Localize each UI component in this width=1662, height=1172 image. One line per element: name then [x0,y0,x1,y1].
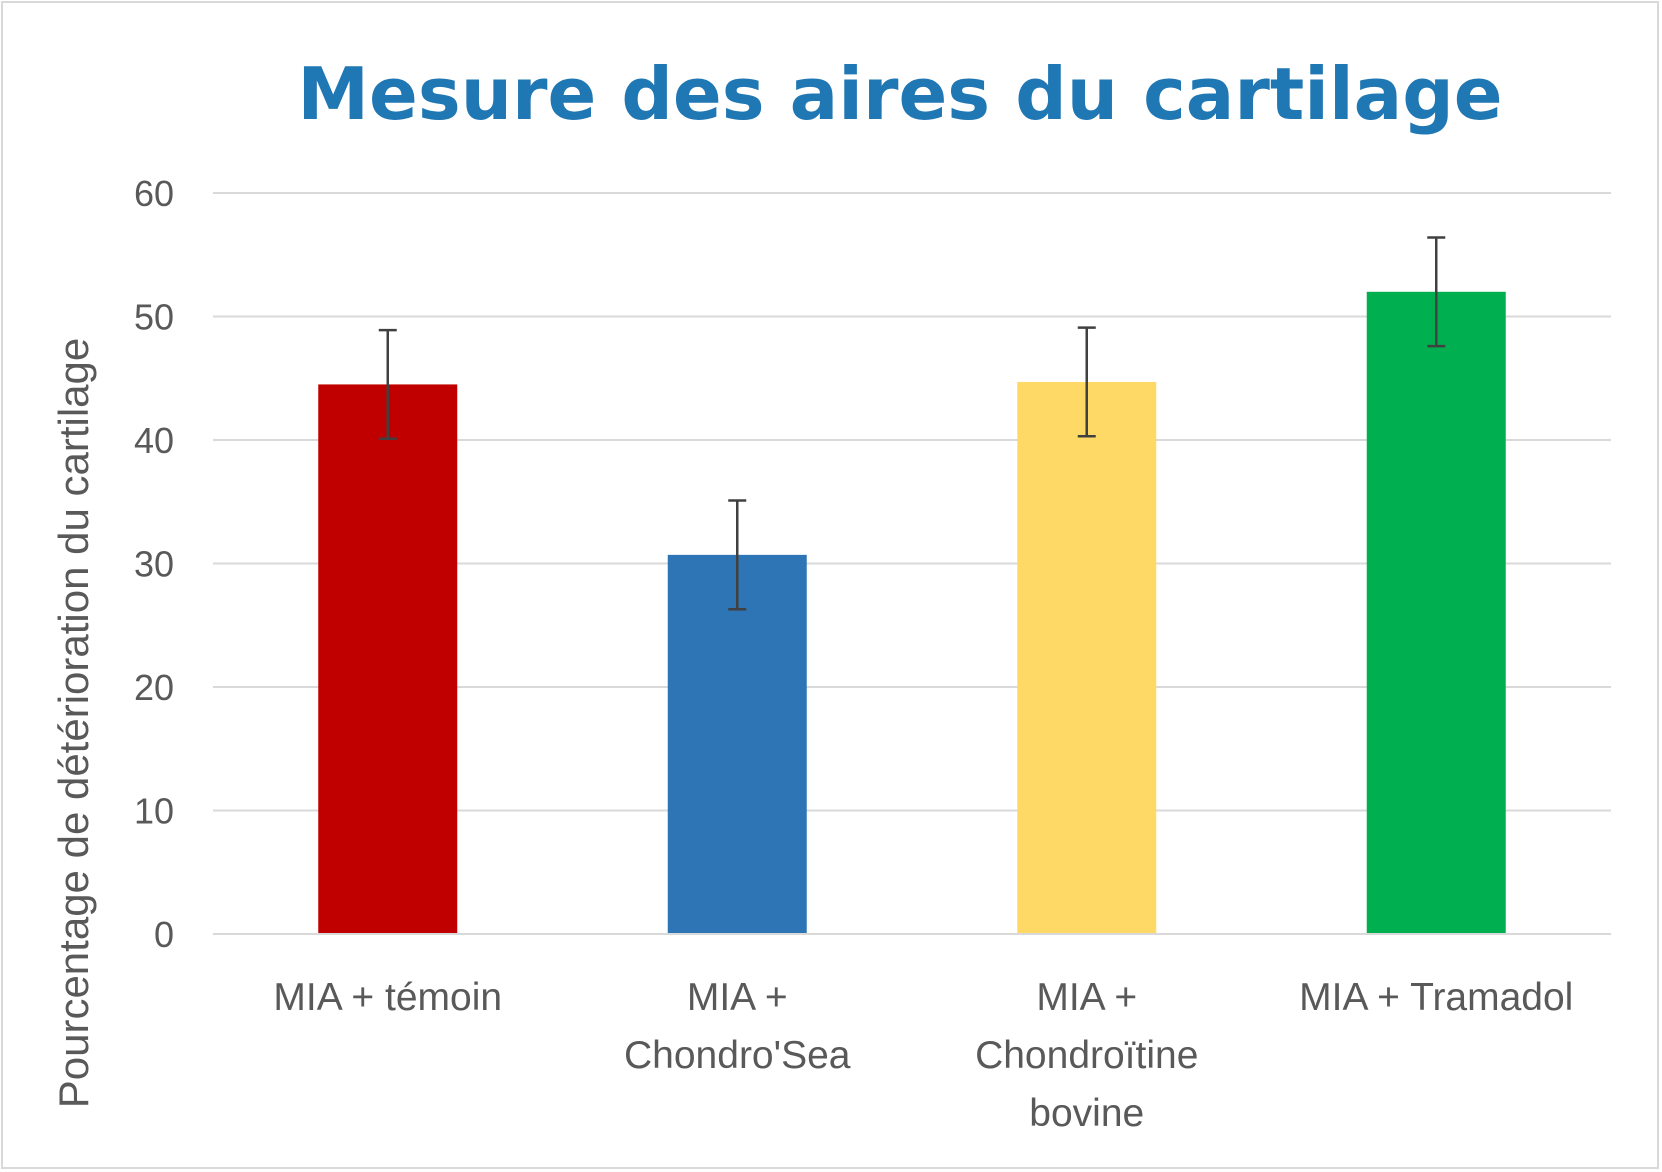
bar [1366,291,1506,934]
y-tick-label: 10 [134,791,174,832]
x-tick-label: MIA + témoin [273,976,502,1019]
y-tick-label: 0 [154,914,174,955]
x-tick-label: Chondro'Sea [624,1034,851,1077]
x-tick-label: bovine [1029,1092,1144,1135]
x-tick-label: MIA + [1036,976,1137,1019]
x-tick-label: MIA + Tramadol [1299,976,1573,1019]
bar [318,384,458,934]
x-tick-label: Chondroïtine [975,1034,1198,1077]
bar [667,554,807,934]
y-tick-label: 50 [134,297,174,338]
bar [1017,381,1157,935]
x-tick-label: MIA + [687,976,788,1019]
chart-title: Mesure des aires du cartilage [297,52,1503,136]
y-tick-label: 30 [134,544,174,585]
y-tick-label: 20 [134,667,174,708]
y-tick-label: 40 [134,420,174,461]
y-tick-label: 60 [134,173,174,214]
